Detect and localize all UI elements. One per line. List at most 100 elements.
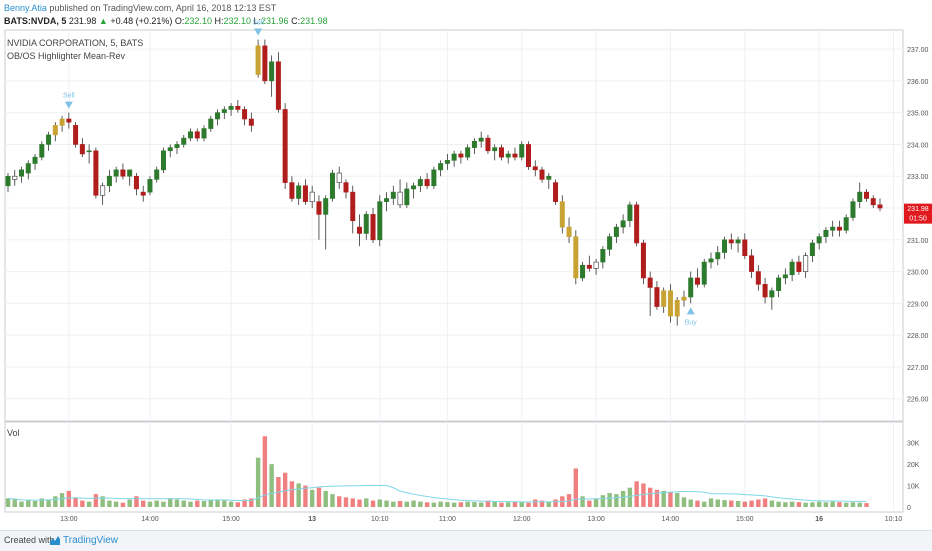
volume-bar — [573, 468, 579, 507]
volume-bar — [5, 498, 11, 507]
volume-bar — [647, 487, 653, 507]
price-chart[interactable]: 226.00 227.00 228.00 229.00 230.00 231.00 232.… — [0, 0, 932, 530]
volume-bar — [789, 501, 795, 507]
volume-bar — [120, 502, 126, 507]
volume-bar — [539, 500, 545, 507]
volume-bar — [445, 502, 450, 507]
candle — [201, 128, 207, 139]
volume-bar — [26, 500, 31, 507]
volume-bar — [343, 497, 349, 507]
publisher-link[interactable]: Benny.Atia — [4, 3, 47, 13]
volume-bar — [756, 499, 761, 507]
volume-bar — [249, 498, 254, 507]
volume-bar — [222, 500, 227, 507]
volume-bar — [53, 496, 58, 507]
candle — [59, 118, 65, 126]
candle — [174, 144, 180, 148]
tradingview-link[interactable]: TradingView — [63, 535, 119, 546]
volume-bar — [262, 436, 268, 507]
candle — [66, 118, 72, 123]
volume-bar — [86, 501, 92, 507]
volume-bar — [431, 502, 437, 507]
volume-bar — [370, 500, 376, 507]
volume-bar — [857, 502, 862, 507]
volume-bar — [269, 464, 274, 507]
sell-label: Sell — [252, 20, 264, 27]
candle — [181, 137, 187, 145]
candle — [377, 201, 383, 241]
candle — [519, 144, 525, 158]
x-tick-label: 10:10 — [371, 516, 389, 523]
candle — [255, 45, 261, 75]
volume-bar — [127, 499, 132, 507]
volume-bar — [478, 502, 484, 507]
candle — [458, 153, 464, 158]
candle — [607, 236, 613, 250]
candle — [93, 150, 99, 196]
volume-bar — [823, 502, 829, 507]
candle — [215, 112, 221, 120]
candle — [478, 137, 484, 142]
volume-bar — [762, 498, 768, 507]
volume-bar — [73, 497, 78, 507]
volume-bar — [715, 499, 720, 507]
candle — [688, 277, 694, 298]
candle — [525, 144, 531, 167]
candle — [722, 239, 728, 253]
volume-bar — [749, 500, 754, 507]
volume-bar — [627, 487, 633, 507]
volume-bar — [215, 500, 220, 507]
candle — [160, 150, 166, 171]
close-label: C: — [291, 16, 301, 26]
volume-bar — [46, 499, 51, 507]
candle — [397, 191, 403, 206]
buy-arrow — [686, 307, 695, 315]
volume-bar — [668, 492, 673, 507]
volume-bar — [451, 502, 457, 507]
candle — [830, 226, 836, 231]
candle — [796, 261, 802, 272]
low-label: L: — [253, 16, 262, 26]
y-tick-label: 227.00 — [907, 365, 929, 372]
symbol-name[interactable]: BATS:NVDA, 5 — [4, 16, 67, 26]
x-tick-label: 13:00 — [587, 516, 605, 523]
candle — [269, 61, 275, 82]
candle — [431, 169, 437, 187]
volume-bar — [107, 500, 112, 507]
candle — [316, 201, 322, 215]
candle — [863, 191, 869, 199]
candle — [539, 169, 545, 180]
candle — [167, 147, 173, 152]
candle — [417, 179, 423, 187]
volume-bar — [59, 493, 65, 507]
low-value: 231.96 — [261, 16, 289, 26]
indicator-name[interactable]: OB/OS Highlighter Mean-Rev — [7, 51, 126, 61]
price-badge — [904, 203, 932, 224]
candle — [248, 118, 254, 126]
volume-bar — [803, 502, 808, 507]
candle — [384, 198, 390, 202]
tradingview-logo-icon — [50, 536, 60, 545]
candle — [566, 226, 572, 237]
volume-bar — [506, 502, 511, 507]
volume-bar — [140, 500, 146, 507]
volume-bar — [681, 497, 687, 507]
candle — [823, 229, 829, 237]
volume-bar — [519, 502, 524, 507]
volume-bar — [154, 500, 159, 507]
y-tick-label: 236.00 — [907, 79, 929, 86]
volume-bar — [296, 483, 301, 507]
candle — [776, 277, 782, 291]
volume-bar — [100, 496, 105, 507]
volume-bar — [80, 500, 85, 507]
volume-bar — [316, 487, 322, 507]
candle — [390, 191, 396, 199]
candle — [553, 182, 559, 202]
volume-bar — [438, 501, 443, 507]
candle — [769, 290, 775, 298]
candle — [12, 175, 18, 180]
candle — [546, 175, 552, 180]
volume-bar — [796, 502, 802, 507]
candle — [275, 61, 281, 110]
volume-label[interactable]: Vol — [7, 428, 20, 438]
